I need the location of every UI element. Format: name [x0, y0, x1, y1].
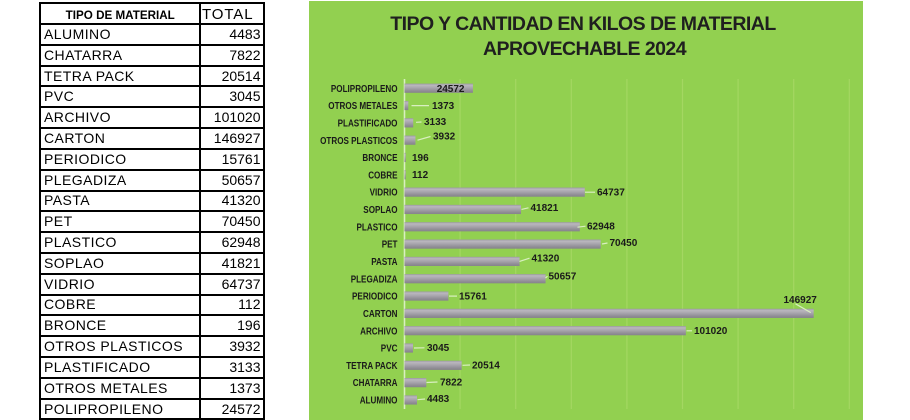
svg-text:TIPO Y CANTIDAD EN KILOS DE MA: TIPO Y CANTIDAD EN KILOS DE MATERIAL	[390, 13, 776, 35]
svg-text:62948: 62948	[587, 221, 615, 232]
svg-text:1373: 1373	[432, 101, 455, 112]
svg-text:COBRE: COBRE	[368, 170, 398, 181]
svg-text:41821: 41821	[531, 203, 559, 214]
svg-text:41320: 41320	[532, 253, 560, 264]
svg-text:3133: 3133	[424, 117, 447, 128]
svg-text:PLASTICO: PLASTICO	[357, 222, 398, 233]
svg-text:BRONCE: BRONCE	[362, 153, 397, 164]
svg-text:3932: 3932	[433, 132, 456, 143]
svg-text:ALUMINO: ALUMINO	[360, 396, 398, 407]
svg-text:64737: 64737	[597, 188, 625, 199]
svg-text:CARTON: CARTON	[363, 309, 398, 320]
svg-text:TETRA PACK: TETRA PACK	[346, 361, 398, 372]
svg-text:24572: 24572	[437, 84, 465, 95]
svg-text:146927: 146927	[784, 295, 818, 306]
svg-text:PASTA: PASTA	[371, 257, 397, 268]
svg-text:50657: 50657	[549, 271, 577, 282]
svg-text:20514: 20514	[472, 360, 500, 371]
svg-text:OTROS PLASTICOS: OTROS PLASTICOS	[320, 136, 398, 147]
svg-text:15761: 15761	[459, 292, 487, 303]
svg-text:196: 196	[412, 153, 429, 164]
svg-text:PLASTIFICADO: PLASTIFICADO	[338, 118, 398, 129]
svg-text:4483: 4483	[427, 394, 450, 405]
svg-text:101020: 101020	[694, 326, 728, 337]
svg-text:PVC: PVC	[381, 344, 398, 355]
svg-text:PLEGADIZA: PLEGADIZA	[351, 274, 398, 285]
svg-text:SOPLAO: SOPLAO	[363, 205, 397, 216]
svg-text:112: 112	[412, 170, 429, 181]
svg-text:VIDRIO: VIDRIO	[370, 188, 398, 199]
svg-text:PET: PET	[382, 240, 398, 251]
svg-text:7822: 7822	[440, 377, 463, 388]
svg-text:ARCHIVO: ARCHIVO	[360, 326, 398, 337]
svg-text:CHATARRA: CHATARRA	[353, 378, 398, 389]
svg-text:3045: 3045	[427, 343, 450, 354]
svg-text:70450: 70450	[610, 238, 638, 249]
svg-text:PERIODICO: PERIODICO	[352, 292, 398, 303]
svg-text:POLIPROPILENO: POLIPROPILENO	[331, 84, 398, 95]
svg-text:OTROS METALES: OTROS METALES	[328, 101, 397, 112]
svg-text:APROVECHABLE 2024: APROVECHABLE 2024	[483, 38, 687, 60]
